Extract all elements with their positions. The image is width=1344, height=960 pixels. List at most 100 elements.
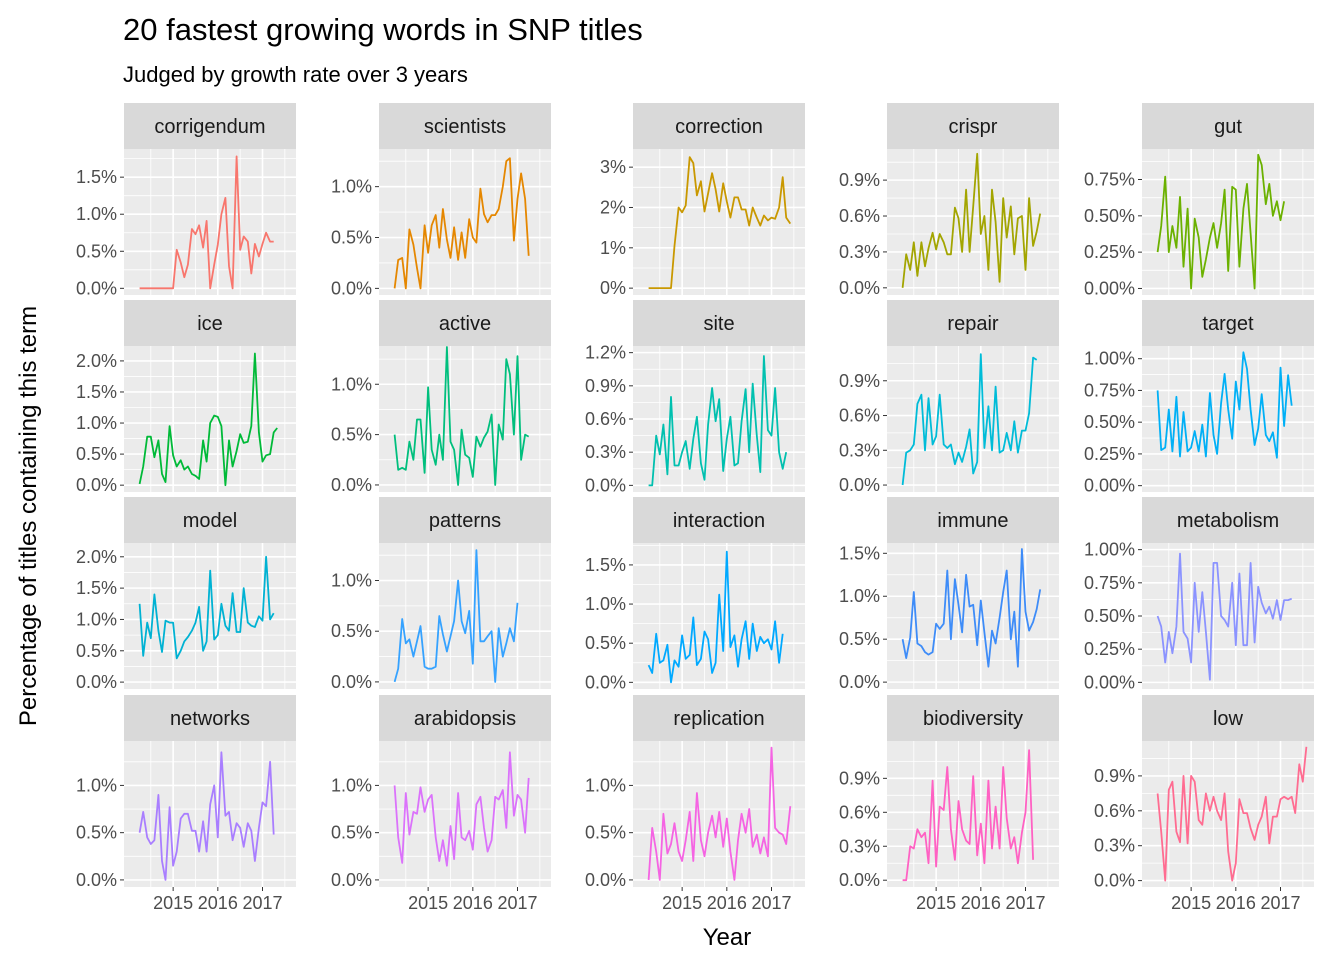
- facet-strip-label: patterns: [429, 510, 501, 532]
- x-tick-label: 2015: [916, 893, 956, 913]
- series-line-repair: [901, 353, 1038, 486]
- facet-panel-low: low 0.0% 0.3% 0.6% 0.9% 2015 2016 2017: [1094, 695, 1314, 913]
- series-line-patterns: [393, 549, 519, 683]
- x-tick-label: 2016: [453, 893, 493, 913]
- x-tick-label: 2017: [1005, 893, 1045, 913]
- y-tick-label: 0.5%: [331, 228, 372, 248]
- y-tick-label: 0.0%: [76, 475, 117, 495]
- facet-panel-replication: replication 0.0% 0.5% 1.0% 2015 2016 2017: [585, 695, 805, 913]
- facet-panel-networks: networks 0.0% 0.5% 1.0% 2015 2016 2017: [76, 695, 296, 913]
- series-line-site: [648, 355, 788, 487]
- y-tick-label: 1.5%: [76, 578, 117, 598]
- facet-strip: [633, 695, 805, 741]
- y-tick-label: 0.0%: [839, 475, 880, 495]
- facet-strip: [633, 103, 805, 149]
- y-tick-label: 0.50%: [1084, 606, 1135, 626]
- y-tick-label: 0.0%: [331, 870, 372, 890]
- facet-panel-metabolism: metabolism 0.00% 0.25% 0.50% 0.75% 1.00%: [1084, 497, 1314, 692]
- x-tick-label: 2015: [1171, 893, 1211, 913]
- facet-strip-label: correction: [675, 116, 763, 138]
- y-tick-label: 0.5%: [331, 621, 372, 641]
- facet-strip: [633, 497, 805, 543]
- facet-strip-label: networks: [170, 708, 250, 730]
- facet-panel-crispr: crispr 0.0% 0.3% 0.6% 0.9%: [839, 103, 1059, 298]
- facet-strip-label: repair: [947, 313, 998, 335]
- series-line-scientists: [393, 157, 530, 290]
- y-tick-label: 1.0%: [839, 586, 880, 606]
- y-tick-label: 0.0%: [76, 870, 117, 890]
- series-line-model: [138, 555, 275, 660]
- y-tick-label: 0.5%: [76, 641, 117, 661]
- facet-panel-active: active 0.0% 0.5% 1.0%: [331, 300, 551, 495]
- facet-panel-gut: gut 0.00% 0.25% 0.50% 0.75%: [1084, 103, 1314, 298]
- x-tick-label: 2015: [662, 893, 702, 913]
- facet-panel-scientists: scientists 0.0% 0.5% 1.0%: [331, 103, 551, 298]
- y-tick-label: 0.9%: [585, 376, 626, 396]
- x-tick-label: 2017: [751, 893, 791, 913]
- y-tick-label: 0.00%: [1084, 278, 1135, 298]
- y-tick-label: 1.0%: [76, 413, 117, 433]
- y-tick-label: 0.6%: [839, 406, 880, 426]
- y-tick-label: 1.0%: [585, 775, 626, 795]
- y-tick-label: 2%: [600, 197, 626, 217]
- y-tick-label: 1.00%: [1084, 349, 1135, 369]
- series-line-ice: [138, 352, 278, 487]
- y-tick-label: 0.00%: [1084, 672, 1135, 692]
- x-tick-label: 2017: [242, 893, 282, 913]
- y-tick-label: 0.6%: [1094, 801, 1135, 821]
- chart-subtitle: Judged by growth rate over 3 years: [123, 62, 468, 87]
- y-tick-label: 1.0%: [76, 609, 117, 629]
- y-tick-label: 1.0%: [76, 775, 117, 795]
- facet-strip-label: low: [1213, 708, 1244, 730]
- y-tick-label: 1.0%: [331, 177, 372, 197]
- x-tick-label: 2015: [408, 893, 448, 913]
- y-tick-label: 0.25%: [1084, 639, 1135, 659]
- facet-panel-model: model 0.0% 0.5% 1.0% 1.5% 2.0%: [76, 497, 296, 692]
- y-tick-label: 0.6%: [585, 409, 626, 429]
- plot-background: [124, 346, 296, 492]
- x-tick-label: 2016: [707, 893, 747, 913]
- series-line-corrigendum: [139, 155, 274, 290]
- facet-panel-ice: ice 0.0% 0.5% 1.0% 1.5% 2.0%: [76, 300, 296, 495]
- facet-strip-label: site: [703, 313, 734, 335]
- series-line-metabolism: [1156, 552, 1293, 681]
- y-tick-label: 0.75%: [1084, 380, 1135, 400]
- y-tick-label: 0.5%: [76, 241, 117, 261]
- series-line-immune: [901, 548, 1042, 668]
- series-line-active: [393, 346, 530, 486]
- facet-panel-site: site 0.0% 0.3% 0.6% 0.9% 1.2%: [585, 300, 805, 495]
- y-tick-label: 1.5%: [76, 167, 117, 187]
- facet-strip-label: replication: [673, 708, 764, 730]
- facet-strip: [379, 497, 551, 543]
- y-tick-label: 1.5%: [76, 382, 117, 402]
- y-tick-label: 0.3%: [839, 440, 880, 460]
- facet-panel-patterns: patterns 0.0% 0.5% 1.0%: [331, 497, 551, 692]
- facet-strip-label: metabolism: [1177, 510, 1279, 532]
- series-line-gut: [1156, 153, 1285, 290]
- facet-strip: [887, 695, 1059, 741]
- series-line-crispr: [901, 152, 1042, 288]
- plot-background: [887, 149, 1059, 295]
- facet-strip-label: immune: [937, 510, 1008, 532]
- y-tick-label: 0.0%: [76, 278, 117, 298]
- x-axis-title: Year: [703, 924, 752, 951]
- y-tick-label: 0.9%: [839, 371, 880, 391]
- y-tick-label: 1.0%: [331, 775, 372, 795]
- facet-strip: [124, 695, 296, 741]
- facet-strip: [124, 497, 296, 543]
- y-tick-label: 0.5%: [585, 633, 626, 653]
- facet-strip-label: arabidopsis: [414, 708, 516, 730]
- facet-strip-label: ice: [197, 313, 223, 335]
- chart-title: 20 fastest growing words in SNP titles: [123, 12, 643, 47]
- facet-strip-label: model: [183, 510, 237, 532]
- facet-panel-interaction: interaction 0.0% 0.5% 1.0% 1.5%: [585, 497, 805, 692]
- series-line-networks: [138, 751, 275, 881]
- y-tick-label: 0.25%: [1084, 444, 1135, 464]
- x-tick-label: 2016: [198, 893, 238, 913]
- y-tick-label: 1.0%: [585, 594, 626, 614]
- plot-background: [1142, 741, 1314, 887]
- y-tick-label: 0.0%: [839, 278, 880, 298]
- y-tick-label: 0.5%: [76, 444, 117, 464]
- facet-strip-label: scientists: [424, 116, 506, 138]
